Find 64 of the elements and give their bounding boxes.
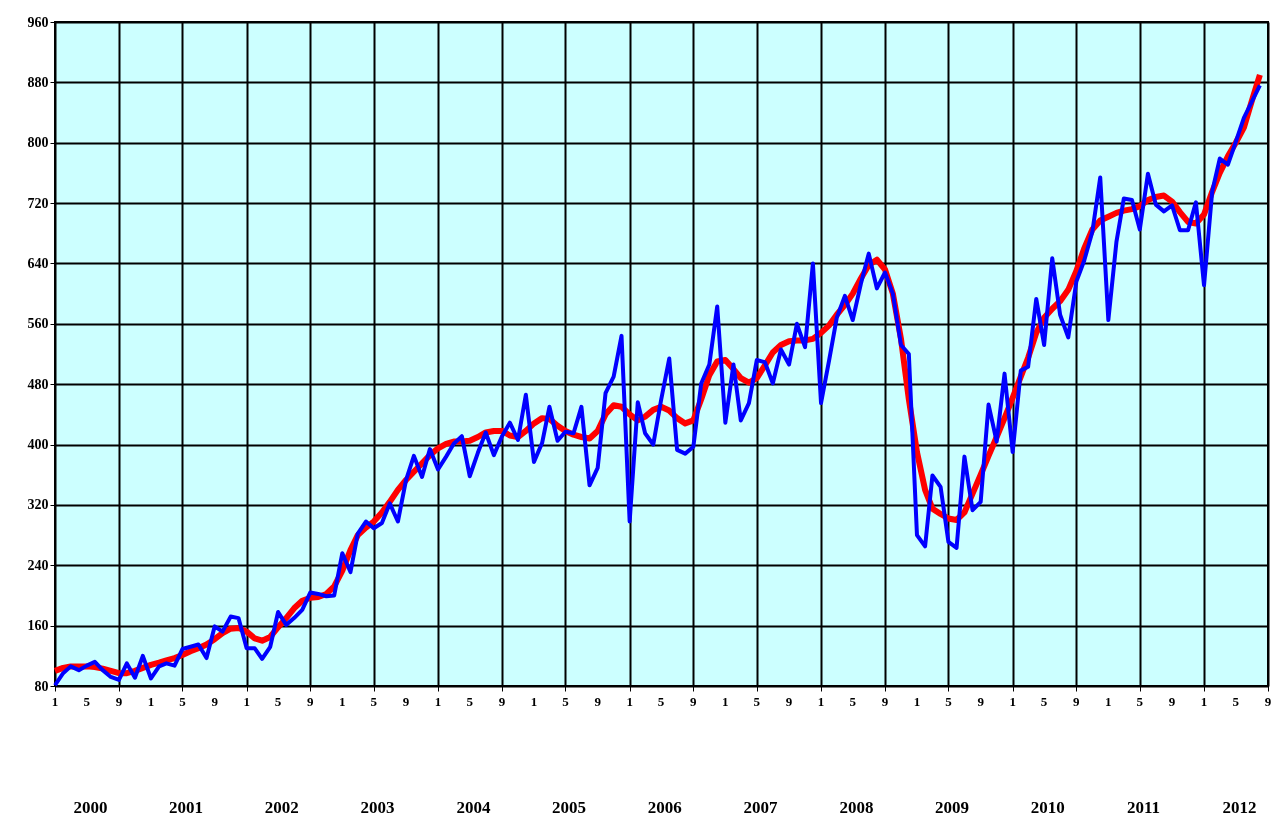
x-tick-label: 9: [498, 694, 506, 709]
y-tick-label: 960: [27, 14, 49, 30]
text: 2010: [1030, 798, 1065, 817]
x-tick-label: 5: [753, 694, 761, 709]
x-tick-label: 9: [1168, 694, 1176, 709]
text: 2009: [935, 798, 970, 817]
x-tick-label: 9: [307, 694, 315, 709]
x-tick-label: 9: [115, 694, 123, 709]
y-tick-label: 880: [27, 74, 49, 90]
x-tick-label: 5: [1136, 694, 1144, 709]
text: 2006: [647, 798, 682, 817]
text: 2011: [1126, 798, 1161, 817]
x-tick-label: 5: [562, 694, 570, 709]
x-tick-label: 9: [211, 694, 219, 709]
x-tick-label: 9: [690, 694, 698, 709]
y-tick-label: 80: [34, 678, 49, 694]
x-tick-label: 5: [274, 694, 282, 709]
text: 2012: [1222, 798, 1257, 817]
x-tick-label: 1: [913, 694, 921, 709]
x-tick-label: 5: [466, 694, 474, 709]
x-tick-label: 9: [1073, 694, 1081, 709]
x-tick-label: 9: [594, 694, 602, 709]
x-tick-label: 1: [1200, 694, 1208, 709]
text: 2000: [73, 798, 108, 817]
x-tick-label: 9: [881, 694, 889, 709]
text: 2002: [264, 798, 299, 817]
text: 2003: [360, 798, 395, 817]
x-tick-label: 5: [849, 694, 857, 709]
x-tick-label: 5: [657, 694, 665, 709]
y-tick-label: 800: [27, 135, 49, 151]
y-tick-label: 240: [27, 557, 49, 573]
x-tick-label: 1: [1105, 694, 1112, 709]
y-tick-label: 560: [27, 316, 49, 332]
x-tick-label: 9: [1264, 694, 1272, 709]
x-tick-label: 9: [785, 694, 793, 709]
y-tick-label: 160: [27, 618, 49, 634]
x-tick-label: 9: [402, 694, 410, 709]
text: 2007: [743, 798, 778, 817]
text: 2005: [552, 798, 587, 817]
x-tick-label: 1: [339, 694, 346, 709]
x-tick-label: 5: [1040, 694, 1048, 709]
x-tick-label: 5: [83, 694, 91, 709]
x-tick-label: 1: [530, 694, 538, 709]
x-tick-label: 5: [945, 694, 953, 709]
x-tick-label: 1: [722, 694, 729, 709]
text: 2008: [839, 798, 874, 817]
x-tick-label: 1: [626, 694, 633, 709]
x-tick-label: 5: [1232, 694, 1240, 709]
x-tick-label: 1: [817, 694, 825, 709]
text: 2004: [456, 798, 491, 817]
y-tick-label: 400: [27, 437, 49, 453]
x-tick-label: 9: [977, 694, 985, 709]
y-tick-label: 480: [27, 376, 49, 392]
text: 2001: [169, 798, 204, 817]
x-tick-label: 5: [370, 694, 378, 709]
y-tick-label: 320: [27, 497, 49, 513]
x-tick-label: 5: [179, 694, 187, 709]
x-tick-label: 1: [51, 694, 59, 709]
x-tick-label: 1: [147, 694, 155, 709]
y-tick-label: 720: [27, 195, 49, 211]
x-tick-label: 1: [243, 694, 250, 709]
x-tick-label: 1: [1009, 694, 1016, 709]
x-tick-label: 1: [434, 694, 442, 709]
y-tick-label: 640: [27, 255, 49, 271]
